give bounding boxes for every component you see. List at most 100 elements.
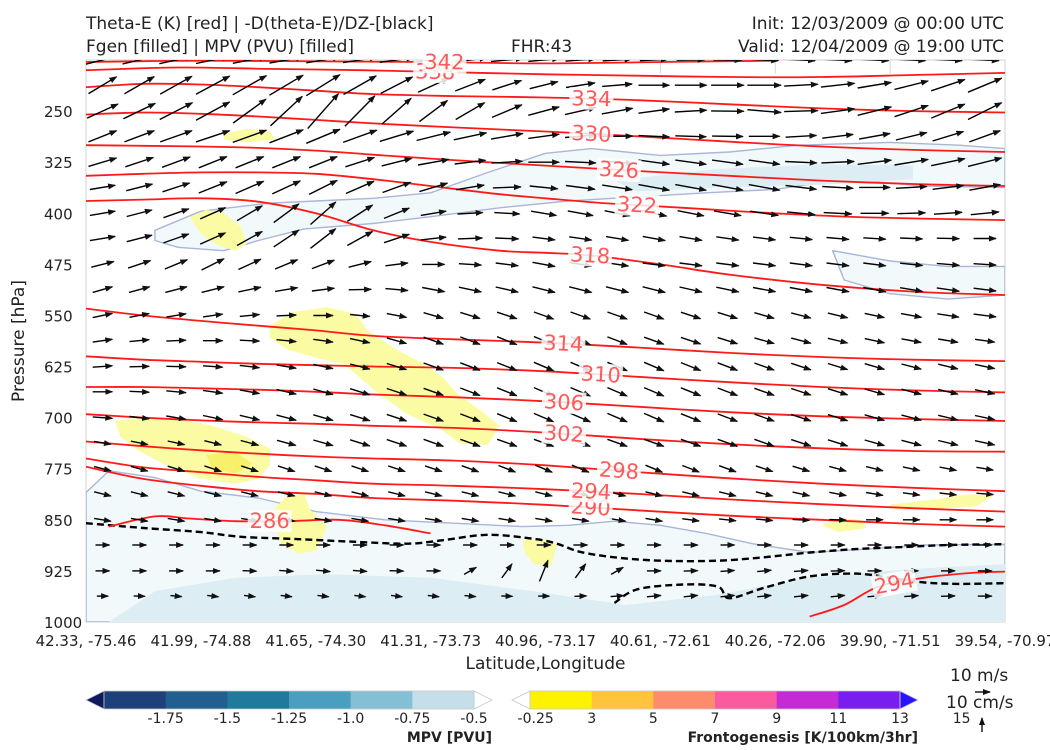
wind-vector (201, 258, 225, 271)
wind-vector (638, 133, 671, 140)
wind-vector (385, 260, 409, 267)
wind-vector (460, 336, 481, 346)
wind-vector (646, 593, 662, 600)
wind-vector (901, 338, 923, 345)
wind-vector (827, 337, 849, 345)
wind-vector (607, 336, 628, 346)
y-tick-label: 550 (44, 307, 73, 325)
wind-vector (496, 336, 518, 346)
colorbar-swatch (104, 691, 167, 709)
wind-vector (938, 439, 959, 447)
colorbar-tick-label: 3 (587, 711, 596, 727)
wind-vector (602, 81, 634, 88)
x-tick-label: 40.26, -72.06 (725, 632, 826, 650)
wind-vector (239, 363, 261, 370)
wind-vector (785, 132, 818, 139)
reference-vertical-label: 10 cm/s (946, 693, 1014, 713)
wind-vector (89, 234, 117, 242)
wind-vector (901, 414, 923, 422)
wind-vector (791, 337, 812, 345)
x-tick-label: 42.33, -75.46 (36, 632, 137, 650)
wind-vector (718, 465, 737, 473)
wind-vector (204, 517, 223, 524)
wind-vector (865, 491, 884, 498)
wind-vector (789, 286, 814, 294)
wind-vector (538, 559, 549, 582)
wind-vector (387, 465, 406, 473)
wind-vector (938, 363, 959, 371)
wind-vector (491, 158, 524, 165)
theta-e-contour-label: 334 (571, 86, 612, 111)
wind-vector (269, 74, 304, 96)
wind-vector (642, 235, 667, 243)
fgen-fill-region (189, 209, 247, 251)
wind-vector (351, 517, 370, 524)
wind-vector (790, 438, 812, 447)
wind-vector (166, 337, 187, 344)
wind-vector (683, 593, 699, 600)
wind-vector (495, 235, 520, 242)
wind-vector (167, 440, 186, 447)
wind-vector (821, 158, 856, 165)
wind-vector (314, 517, 333, 524)
wind-vector (308, 155, 339, 169)
wind-vector (491, 104, 523, 119)
wind-vector (533, 311, 555, 320)
wind-vector (858, 131, 891, 140)
wind-vector (232, 74, 268, 96)
theta-e-contour (86, 66, 1005, 79)
wind-vector (680, 438, 702, 447)
wind-vector (679, 286, 703, 294)
wind-vector (675, 183, 708, 192)
wind-vector (605, 235, 630, 243)
wind-vector (820, 106, 856, 115)
wind-vector (967, 156, 1003, 168)
fgen-colorbar: 3 5 7 9 11 13 15 Frontogenesis [K/100km/3hr] (511, 690, 971, 746)
wind-vector (236, 230, 264, 247)
wind-vector (569, 236, 593, 243)
wind-vector (680, 361, 702, 372)
wind-vector (528, 60, 561, 63)
wind-vector (342, 60, 378, 64)
dthetae-dz-contour (613, 572, 1005, 604)
wind-vector (933, 60, 963, 64)
wind-vector (571, 464, 590, 473)
wind-vector (270, 95, 303, 127)
theta-e-contour-label: 294 (570, 478, 611, 504)
wind-vector (933, 209, 963, 216)
wind-vector (279, 567, 295, 574)
wind-vector (159, 130, 193, 143)
wind-vector (717, 311, 739, 320)
wind-vector (645, 464, 664, 473)
theta-e-contour (86, 171, 1005, 221)
wind-vector (460, 362, 481, 371)
contour-label-bg (596, 458, 642, 484)
wind-vector (720, 593, 736, 600)
wind-vector (164, 259, 189, 270)
wind-vector (453, 131, 488, 141)
wind-vector (201, 285, 225, 294)
wind-vector (973, 313, 997, 320)
wind-vector (351, 465, 370, 473)
wind-vector (785, 159, 818, 166)
x-tick-label: 40.96, -73.17 (495, 632, 596, 650)
wind-vector (161, 156, 192, 168)
wind-vector (792, 491, 811, 498)
reference-horizontal-label: 10 m/s (950, 666, 1008, 686)
wind-vector (680, 336, 702, 345)
wind-vector (492, 184, 522, 191)
wind-vector (490, 131, 524, 140)
wind-vector (239, 337, 261, 344)
wind-vector (901, 363, 923, 371)
contour-label-bg (540, 331, 586, 356)
wind-vector (711, 183, 744, 192)
wind-vector (645, 517, 664, 524)
contour-label-bg (596, 157, 642, 183)
wind-vector (354, 592, 367, 599)
wind-vector (91, 260, 115, 268)
wind-vector (639, 60, 669, 63)
wind-vector (235, 155, 265, 169)
wind-vector (755, 465, 774, 473)
wind-vector (717, 336, 739, 345)
wind-vector (195, 60, 231, 65)
